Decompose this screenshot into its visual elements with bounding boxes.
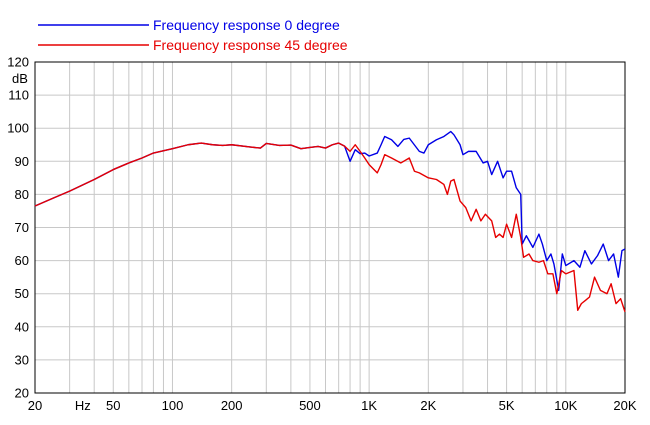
x-tick-label: 10K [554,398,577,413]
x-tick-label: 2K [420,398,436,413]
legend: Frequency response 0 degree Frequency re… [38,17,348,53]
legend-label-0-degree: Frequency response 0 degree [153,17,340,33]
y-tick-label: 30 [15,352,29,367]
x-tick-label: 500 [299,398,321,413]
legend-label-45-degree: Frequency response 45 degree [153,37,348,53]
y-tick-label: 20 [15,386,29,401]
y-tick-label: 100 [7,121,29,136]
x-axis-ticks: 20 Hz 50 100 200 500 1K 2K 5K 10K 20K [28,398,637,413]
y-tick-label: 60 [15,253,29,268]
y-tick-label: 90 [15,154,29,169]
y-tick-label: 50 [15,286,29,301]
y-axis-ticks: 20 30 40 50 60 70 80 90 100 110 120 [7,55,29,401]
x-tick-label: 200 [221,398,243,413]
y-tick-label: 120 [7,55,29,70]
y-axis-label: dB [12,71,28,86]
x-tick-label: 20 [28,398,42,413]
y-tick-label: 110 [8,88,29,103]
y-tick-label: 40 [15,319,29,334]
x-tick-label: 5K [499,398,515,413]
x-tick-label: 20K [613,398,636,413]
series-line-1 [34,142,626,313]
series-lines [34,130,626,313]
x-tick-label: 1K [361,398,377,413]
x-tick-label: 50 [106,398,120,413]
series-line-0 [34,130,626,292]
y-tick-label: 80 [15,187,29,202]
y-tick-label: 70 [15,220,29,235]
grid [35,62,625,393]
x-tick-label: Hz [75,398,91,413]
x-tick-label: 100 [162,398,184,413]
plot-frame [34,61,626,394]
